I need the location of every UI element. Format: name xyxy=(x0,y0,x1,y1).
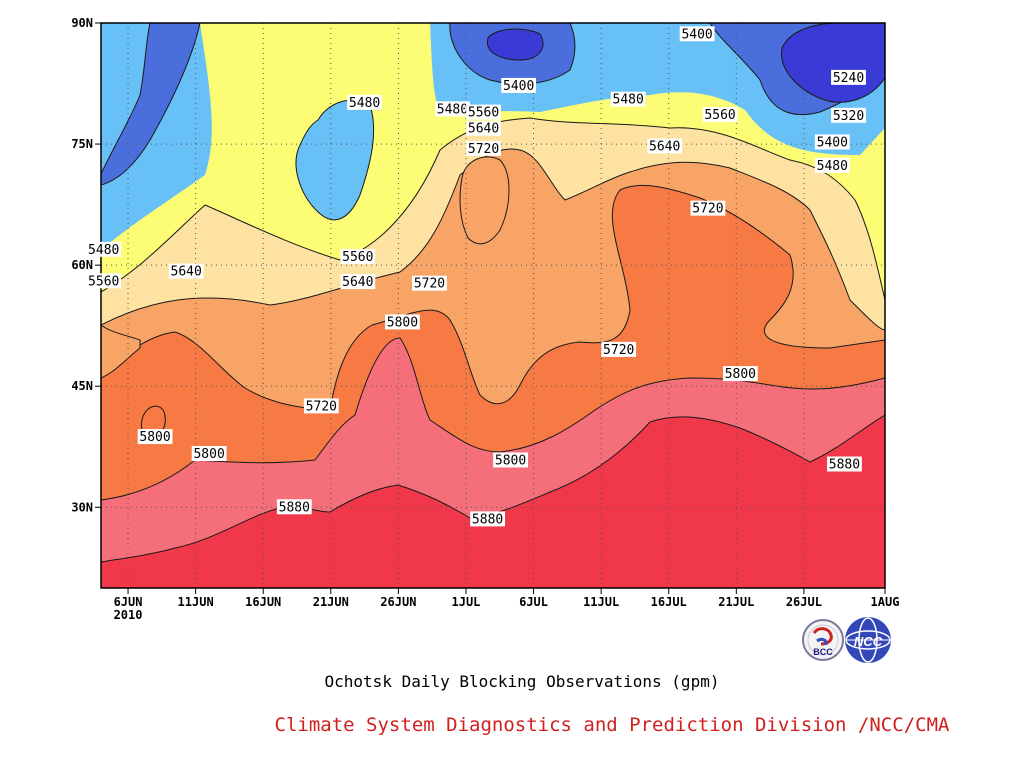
contour-label-bg xyxy=(466,140,501,156)
contour-label: 5240 xyxy=(833,71,864,86)
grid xyxy=(101,23,886,588)
contour-label-bg xyxy=(647,138,683,154)
contour-label: 5400 xyxy=(817,135,848,150)
contour-label: 5640 xyxy=(468,122,499,137)
contour-label-bg xyxy=(814,157,850,173)
x-tick-label: 1AUG xyxy=(871,595,900,609)
contour-label: 5560 xyxy=(468,106,499,121)
chart-title: Ochotsk Daily Blocking Observations (gpm… xyxy=(324,672,720,691)
contour-label: 5480 xyxy=(817,159,848,174)
x-tick-label: 11JUN xyxy=(178,595,214,609)
contour-label: 5400 xyxy=(503,79,534,94)
contour-label-bg xyxy=(191,446,227,462)
x-tick-label: 26JUN xyxy=(380,595,416,609)
contour-label-bg xyxy=(831,69,866,85)
x-tick-label: 1JUL xyxy=(452,595,481,609)
contour-label-bg xyxy=(86,273,122,289)
bcc-logo-label: BCC xyxy=(813,647,833,657)
contour-label: 5720 xyxy=(414,277,445,292)
x-tick-label: 21JUN xyxy=(313,595,349,609)
ncc-logo-label: NCC xyxy=(854,634,883,649)
x-tick-label: 6JUL xyxy=(519,595,548,609)
contour-label-bg xyxy=(501,77,537,93)
x-tick-label: 6JUN xyxy=(114,595,143,609)
organization-credit: Climate System Diagnostics and Predictio… xyxy=(274,714,950,736)
contour-label: 5720 xyxy=(603,343,634,358)
contour-label: 5480 xyxy=(349,96,380,111)
contour-label: 5320 xyxy=(833,109,864,124)
contour-label-bg xyxy=(435,101,470,117)
plot-frame xyxy=(100,22,886,589)
contour-label-bg xyxy=(466,120,501,136)
contour-label-bg xyxy=(303,398,339,414)
contour-label: 5880 xyxy=(472,512,503,527)
contour-label-bg xyxy=(722,366,758,382)
x-tick-label: 11JUL xyxy=(583,595,619,609)
field-band-5640-5720 xyxy=(101,324,141,379)
contour-label-bg xyxy=(679,26,715,42)
x-tick-label: 16JUL xyxy=(651,595,687,609)
contour-label-bg xyxy=(412,275,447,291)
contour-label-bg xyxy=(385,314,420,330)
x-tick-label: 21JUL xyxy=(718,595,754,609)
contour-label-bg xyxy=(690,200,726,216)
contour-label: 5640 xyxy=(171,265,202,280)
y-axis: 30N 45N 60N 75N 90N xyxy=(71,16,101,514)
y-tick-label: 75N xyxy=(71,137,93,151)
contour-label: 5560 xyxy=(88,274,119,289)
contour-label-bg xyxy=(86,241,122,257)
contour-label: 5800 xyxy=(139,430,170,445)
contour-label-bg xyxy=(168,263,204,279)
contour-label-bg xyxy=(340,274,376,290)
contour-label: 5800 xyxy=(495,453,526,468)
bcc-logo: BCC xyxy=(802,619,844,661)
contour-label: 5880 xyxy=(829,458,860,473)
contour-label-bg xyxy=(137,429,173,445)
contour-label-bg xyxy=(827,456,862,472)
contour-label: 5480 xyxy=(437,102,468,117)
contour-label-bg xyxy=(814,134,850,150)
contour-label-bg xyxy=(702,107,738,123)
contour-label: 5640 xyxy=(649,139,680,154)
ncc-logo: NCC xyxy=(845,617,891,663)
y-tick-label: 45N xyxy=(71,379,93,393)
contour-label: 5720 xyxy=(692,202,723,217)
contour-label: 5800 xyxy=(725,367,756,382)
contour-label: 5560 xyxy=(342,250,373,265)
contour-label: 5720 xyxy=(306,399,337,414)
contour-label-bg xyxy=(831,107,866,123)
contour-label: 5640 xyxy=(342,275,373,290)
contour-label: 5720 xyxy=(468,142,499,157)
contour-label-bg xyxy=(601,341,637,357)
y-tick-label: 90N xyxy=(71,16,93,30)
contour-label-bg xyxy=(610,91,646,107)
contour-label-bg xyxy=(276,499,312,515)
contour-label: 5400 xyxy=(681,27,712,42)
field-band-5640-5720 xyxy=(459,156,510,245)
x-tick-label: 26JUL xyxy=(786,595,822,609)
contour-label-bg xyxy=(347,94,382,110)
contour-label: 5560 xyxy=(704,108,735,123)
x-tick-label: 16JUN xyxy=(245,595,281,609)
contour-label: 5880 xyxy=(279,500,310,515)
contour-label: 5800 xyxy=(387,315,418,330)
contour-label-bg xyxy=(340,249,376,265)
contour-label-bg xyxy=(466,104,501,120)
x-tick-sublabel: 2010 xyxy=(114,608,143,622)
contour-label-bg xyxy=(493,452,528,468)
contour-label: 5800 xyxy=(193,447,224,462)
contour-label-bg xyxy=(470,511,505,527)
y-tick-label: 30N xyxy=(71,500,93,514)
contour-label: 5480 xyxy=(613,93,644,108)
contour-label: 5480 xyxy=(88,243,119,258)
y-tick-label: 60N xyxy=(71,258,93,272)
field-band-5240-5320 xyxy=(486,28,544,61)
